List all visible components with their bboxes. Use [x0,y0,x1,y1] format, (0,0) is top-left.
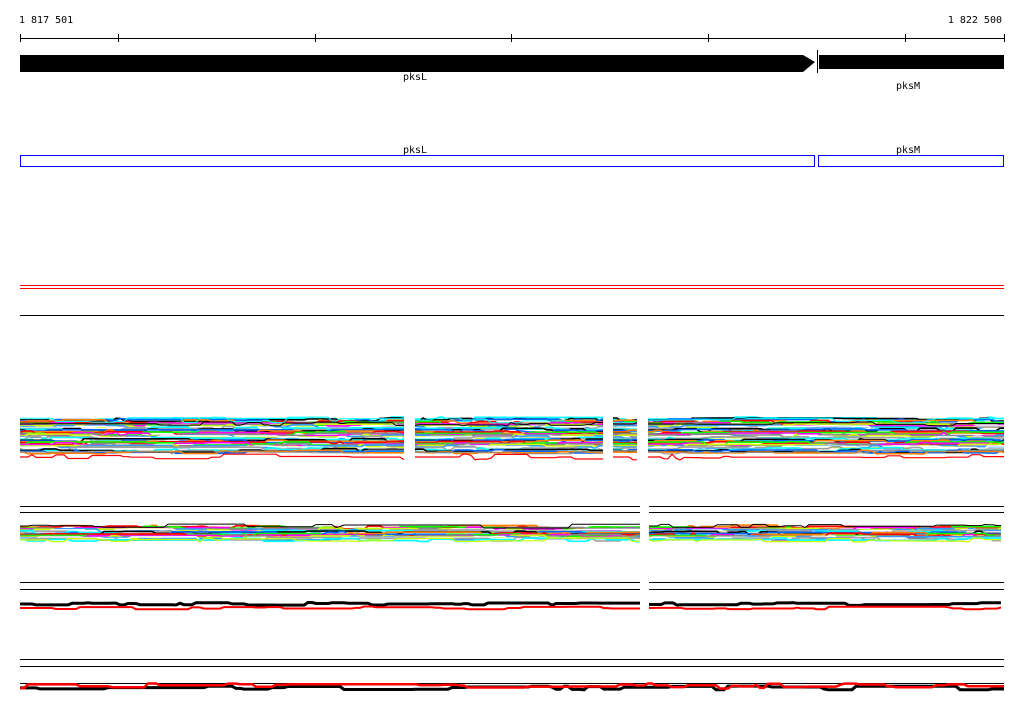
coverage-line [20,436,405,442]
coverage-line [20,449,404,455]
coverage-line [20,416,405,424]
coverage-line [649,523,1001,528]
ruler: 1 817 501 1 822 500 [19,15,1005,42]
coverage-line [20,536,640,543]
coverage-line [648,537,1001,543]
coverage-line [649,531,1001,535]
coverage-line [613,429,637,433]
coverage-line [415,416,603,424]
annotation-box-pksL[interactable] [20,155,815,167]
coverage-line [613,456,637,461]
coverage-line [415,453,603,461]
coverage-line [20,447,404,454]
coverage-line [648,417,1004,424]
coverage-line [415,451,603,455]
coverage-line [415,430,603,436]
coverage-line [648,449,1004,455]
annotation-track: pksL pksM [20,145,1004,167]
coverage-line [648,432,1004,438]
annotation-label-pksM: pksM [896,145,920,156]
coverage-line [20,601,640,607]
coverage-line [648,453,1004,461]
coverage-line [415,436,603,441]
coverage-line [19,431,404,437]
coverage-line [613,444,637,447]
coverage-line [20,530,640,536]
coverage-line [649,524,1001,530]
coverage-line [649,535,1001,541]
separators [20,285,1004,316]
coverage-line [20,453,405,461]
coverage-line [20,428,404,433]
coverage-line [20,432,405,438]
coverage-line [613,442,638,445]
coverage-line [649,601,1001,607]
coverage-line [414,421,603,427]
coverage-line [648,423,1004,429]
coverage-line [20,444,404,450]
gene-track: pksL pksM [20,50,1004,92]
ruler-start-label: 1 817 501 [19,15,73,26]
annotation-label-pksL: pksL [403,145,427,156]
coverage-line [613,434,637,437]
coverage-line [415,428,603,434]
coverage-line [20,421,404,427]
coverage-line [649,605,1002,611]
coverage-line [20,418,404,425]
coverage-line [613,422,638,425]
coverage-line [647,435,1004,441]
coverage-line [648,421,1004,427]
coverage-line [20,523,640,529]
coverage-line [613,447,637,450]
coverage-line [612,424,637,428]
coverage-line [20,605,640,611]
coverage-line [20,682,1004,690]
coverage-tracks [19,416,1005,692]
gene-arrow-pksM[interactable] [819,55,1004,69]
gene-arrow-pksL[interactable] [20,55,815,72]
coverage-line [612,419,638,423]
coverage-line [415,442,603,447]
annotation-box-pksM[interactable] [818,155,1004,167]
ruler-end-label: 1 822 500 [948,15,1002,26]
coverage-line [20,449,404,455]
coverage-line [613,451,638,454]
gene-label-pksL: pksL [403,72,427,83]
gene-label-pksM: pksM [896,81,920,92]
coverage-line [20,537,640,543]
